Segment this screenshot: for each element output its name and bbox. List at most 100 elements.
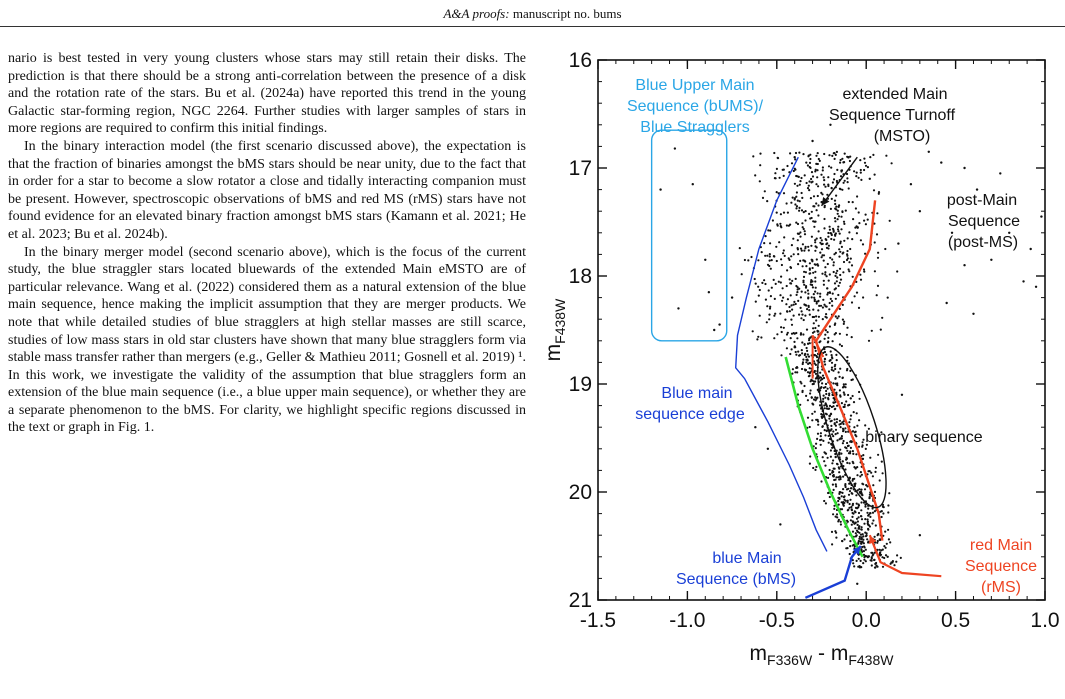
star-point [863, 168, 866, 172]
star-point [859, 475, 862, 478]
star-point [815, 202, 818, 205]
star-point [802, 333, 805, 336]
star-point [859, 278, 863, 281]
star-point [814, 263, 817, 266]
star-point [830, 197, 833, 200]
star-point [821, 374, 825, 377]
binary-star-point [854, 482, 857, 485]
binary-star-point [865, 484, 868, 487]
post-ms-star-point [990, 258, 993, 261]
star-point [790, 244, 793, 247]
star-point [828, 404, 832, 407]
star-point [821, 306, 824, 309]
star-point [822, 283, 825, 286]
star-point [840, 228, 843, 231]
star-point [832, 369, 835, 372]
star-point [838, 281, 841, 284]
post-ms-star-point [945, 301, 948, 305]
star-point [785, 224, 788, 227]
star-point [798, 209, 801, 212]
star-point [823, 460, 826, 463]
star-point [823, 404, 826, 407]
bms-arrow-head [852, 546, 861, 555]
star-point [799, 380, 802, 383]
star-point [838, 478, 841, 481]
star-point [778, 176, 781, 179]
star-point [826, 242, 829, 245]
star-point [811, 286, 814, 289]
star-point [823, 227, 826, 230]
star-point [823, 451, 826, 454]
star-point [870, 557, 873, 560]
star-point [779, 222, 782, 225]
star-point [838, 419, 841, 422]
star-point [812, 322, 815, 325]
star-point [757, 294, 760, 297]
star-point [824, 329, 827, 332]
binary-star-point [868, 470, 871, 473]
cmd-plot: -1.5 -1.0 -0.5 0.0 0.5 1.0 16 17 18 19 20 21 mF336W … [542, 49, 1060, 668]
star-point [826, 293, 829, 296]
star-point [780, 330, 783, 334]
star-point [819, 404, 822, 407]
star-point [821, 318, 824, 321]
star-point [832, 264, 835, 267]
star-point [864, 548, 867, 551]
star-point [840, 452, 843, 455]
binary-star-point [874, 470, 877, 473]
star-point [836, 432, 839, 435]
star-point [824, 185, 827, 188]
star-point [780, 258, 783, 261]
star-point [863, 161, 867, 164]
star-point [817, 423, 820, 426]
star-point [804, 260, 807, 263]
star-point [819, 292, 822, 295]
binary-star-point [861, 441, 864, 444]
star-point [836, 404, 839, 407]
star-point [873, 173, 876, 176]
star-point [829, 455, 832, 458]
star-point [768, 264, 771, 268]
star-point [840, 508, 844, 511]
star-point [863, 157, 866, 160]
y-tick-label: 20 [569, 481, 592, 504]
star-point [855, 453, 858, 456]
star-point [851, 201, 854, 204]
star-point [789, 266, 793, 269]
star-point [814, 280, 817, 283]
star-point [819, 295, 822, 298]
y-axis-label: mF438W [542, 298, 568, 361]
star-point [825, 403, 828, 406]
star-point [875, 564, 878, 567]
star-point [864, 560, 867, 563]
star-point [833, 504, 836, 507]
star-point [792, 253, 795, 256]
star-point [829, 413, 833, 416]
star-point [799, 296, 802, 299]
binary-star-point [861, 445, 864, 448]
star-point [824, 315, 827, 318]
field-star-point [856, 582, 859, 585]
star-point [785, 333, 789, 336]
star-point [854, 207, 857, 210]
star-point [885, 542, 888, 545]
star-point [805, 355, 808, 358]
star-point [884, 247, 887, 251]
star-point [786, 269, 789, 272]
star-point [840, 170, 843, 173]
star-point [829, 473, 832, 476]
star-point [829, 256, 832, 259]
star-point [824, 502, 827, 505]
star-point [817, 214, 820, 217]
star-point [873, 241, 876, 244]
field-star-point [829, 123, 832, 127]
star-point [826, 193, 829, 196]
star-point [804, 247, 807, 250]
star-point [834, 297, 837, 300]
star-point [828, 228, 831, 231]
star-point [794, 203, 797, 206]
star-point [850, 508, 853, 511]
star-point [815, 354, 818, 358]
star-point [835, 205, 838, 208]
star-point [831, 433, 834, 436]
